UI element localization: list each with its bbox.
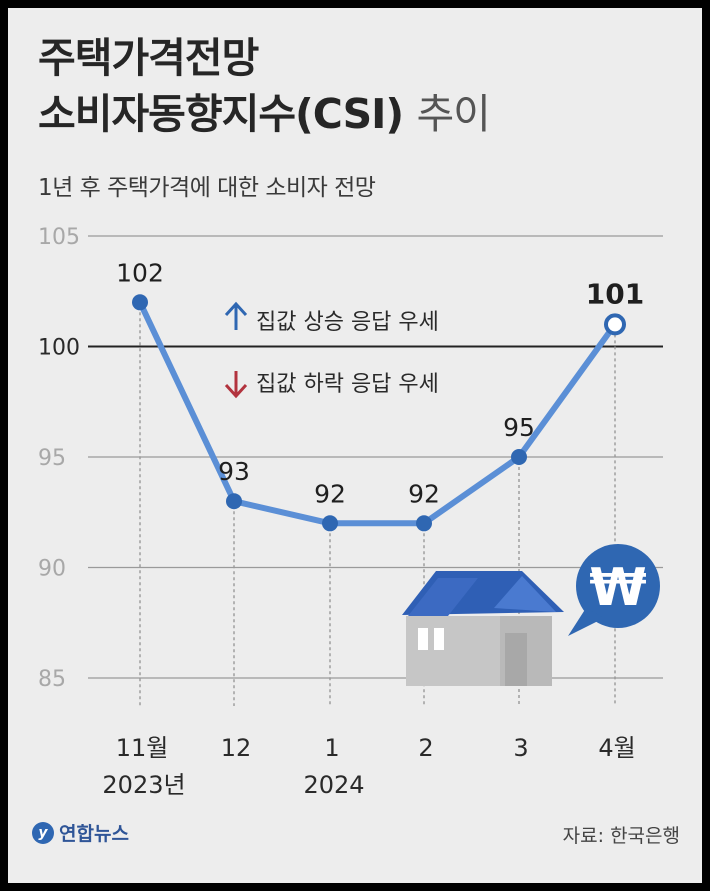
chart-title: 주택가격전망 소비자동향지수(CSI) 추이 [38,30,491,142]
data-label: 102 [116,258,164,287]
data-point [132,294,148,311]
axis-labels: 105 100 95 90 85 11월 2023년 12 1 2024 2 3 4월 [38,225,636,799]
up-arrow-icon [224,301,248,330]
y-tick-label: 85 [38,667,66,692]
yonhap-logo-icon: y [32,821,54,844]
title-line1: 주택가격전망 [38,34,259,82]
grid [88,235,663,679]
data-label: 93 [218,457,250,486]
data-label: 95 [503,413,535,442]
svg-text:₩: ₩ [589,558,646,618]
title-line2: 소비자동향지수(CSI) [38,90,404,138]
legend-down-label: 집값 하락 응답 우세 [256,372,439,397]
x-tick-label: 4월 [598,734,635,762]
y-tick-label: 90 [38,557,66,582]
data-label: 92 [408,479,440,508]
data-labels: 102 93 92 92 95 101 [116,258,644,508]
data-label: 92 [314,479,346,508]
x-tick-label: 12 [221,734,252,762]
x-tick-label: 11월 [116,734,169,762]
data-point [511,449,527,465]
x-tick-label: 3 [513,734,528,762]
data-point [322,515,338,532]
house-icon [402,571,564,686]
title-suffix: 추이 [416,90,490,138]
chart-card: 주택가격전망 소비자동향지수(CSI) 추이 1년 후 주택가격에 대한 소비자… [8,8,702,883]
data-label: 101 [586,277,644,310]
data-point [226,493,242,510]
logo-text: 연합뉴스 [59,823,129,845]
legend-up-label: 집값 상승 응답 우세 [256,310,439,335]
y-tick-label: 95 [38,446,66,471]
chart-subtitle: 1년 후 주택가격에 대한 소비자 전망 [38,175,376,201]
source-note: 자료: 한국은행 [562,825,680,847]
y-tick-label: 105 [38,225,80,250]
x-tick-label: 2 [418,734,433,762]
series [132,294,626,532]
series-line [137,299,618,527]
x-tick-sublabel: 2024 [303,771,364,799]
yonhap-logo: y 연합뉴스 [32,819,129,846]
y-tick-label: 100 [38,336,80,361]
down-arrow-icon [224,371,248,399]
data-point [416,515,432,532]
x-tick-label: 1 [324,734,339,762]
legend: 집값 상승 응답 우세 집값 하락 응답 우세 [224,301,439,399]
data-point-highlight [604,313,626,336]
won-bubble-icon: ₩ [568,544,660,636]
x-tick-sublabel: 2023년 [102,771,185,799]
